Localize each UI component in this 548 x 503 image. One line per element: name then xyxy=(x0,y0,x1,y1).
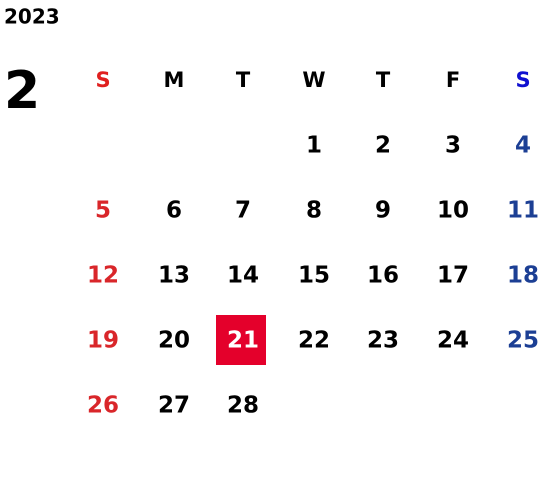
day: 24 xyxy=(437,328,469,354)
day: 23 xyxy=(367,328,399,354)
year: 2023 xyxy=(4,5,60,29)
day: 26 xyxy=(87,393,119,419)
day: 16 xyxy=(367,263,399,289)
weekday-label: S xyxy=(95,68,110,92)
weekday-label: W xyxy=(302,68,325,92)
day: 27 xyxy=(158,393,190,419)
day: 15 xyxy=(298,263,330,289)
weekday-label: S xyxy=(515,68,530,92)
day: 21 xyxy=(227,328,259,354)
weekday-label: F xyxy=(446,68,460,92)
day: 3 xyxy=(445,133,461,159)
day: 11 xyxy=(507,198,539,224)
day: 17 xyxy=(437,263,469,289)
day: 14 xyxy=(227,263,259,289)
day: 6 xyxy=(166,198,182,224)
day: 8 xyxy=(306,198,322,224)
day: 1 xyxy=(306,133,322,159)
day: 2 xyxy=(375,133,391,159)
day: 25 xyxy=(507,328,539,354)
month: 2 xyxy=(4,61,40,121)
day: 22 xyxy=(298,328,330,354)
weekday-label: M xyxy=(164,68,185,92)
weekday-label: T xyxy=(376,68,391,92)
day: 10 xyxy=(437,198,469,224)
day: 4 xyxy=(515,133,531,159)
day: 19 xyxy=(87,328,119,354)
day: 13 xyxy=(158,263,190,289)
day: 20 xyxy=(158,328,190,354)
day: 12 xyxy=(87,263,119,289)
highlight xyxy=(216,315,266,365)
day: 5 xyxy=(95,198,111,224)
day: 9 xyxy=(375,198,391,224)
day: 18 xyxy=(507,263,539,289)
weekday-label: T xyxy=(236,68,251,92)
day: 7 xyxy=(235,198,251,224)
day: 28 xyxy=(227,393,259,419)
